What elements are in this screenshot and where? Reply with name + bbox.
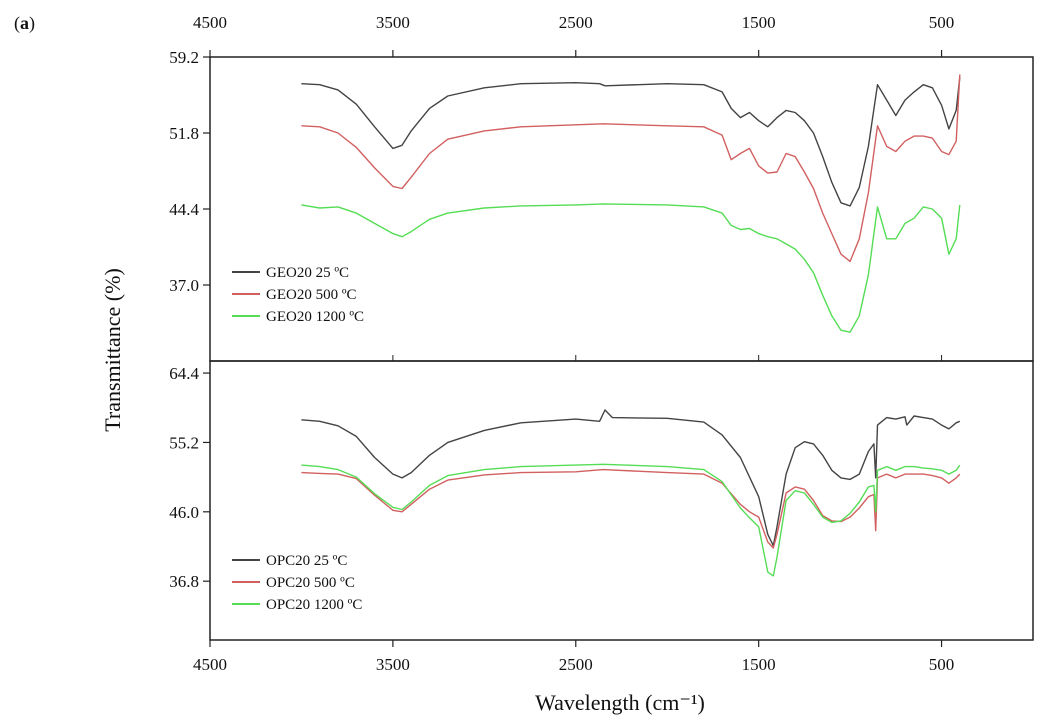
top-x-tick-label: 500 (929, 13, 955, 32)
bottom-x-tick-label: 3500 (376, 655, 410, 674)
series-line (301, 463, 961, 577)
bottom-x-tick-label: 4500 (193, 655, 227, 674)
bottom-panel-series (301, 409, 961, 577)
top-x-tick-label: 3500 (376, 13, 410, 32)
legend-label: GEO20 25 ºC (266, 265, 349, 281)
series-line (301, 74, 961, 263)
series-line (301, 468, 961, 549)
bottom-panel-frame (209, 360, 1034, 641)
series-line (301, 77, 961, 207)
y-tick-label: 44.4 (169, 200, 199, 219)
series-line (301, 203, 961, 333)
bottom-panel-legend: OPC20 25 ºC OPC20 500 ºC OPC20 1200 ºC (232, 553, 362, 613)
bottom-panel-y-axis: 64.4 55.2 46.0 36.8 (169, 364, 210, 591)
y-tick-label: 51.8 (169, 124, 199, 143)
legend-label: GEO20 500 ºC (266, 287, 356, 303)
top-x-axis: 4500 3500 2500 1500 500 (193, 13, 954, 57)
top-panel-legend: GEO20 25 ºC GEO20 500 ºC GEO20 1200 ºC (232, 265, 364, 325)
legend-label: OPC20 500 ºC (266, 575, 355, 591)
y-tick-label: 46.0 (169, 503, 199, 522)
bottom-x-axis: 4500 3500 2500 1500 500 (193, 355, 954, 674)
y-tick-label: 59.2 (169, 48, 199, 67)
top-x-tick-label: 1500 (742, 13, 776, 32)
bottom-x-tick-label: 500 (929, 655, 955, 674)
bottom-x-tick-label: 2500 (559, 655, 593, 674)
y-tick-label: 37.0 (169, 276, 199, 295)
legend-label: GEO20 1200 ºC (266, 309, 364, 325)
y-tick-label: 55.2 (169, 433, 199, 452)
legend-label: OPC20 25 ºC (266, 553, 347, 569)
y-axis-title: Transmittance (%) (100, 268, 125, 432)
y-tick-label: 36.8 (169, 572, 199, 591)
top-x-tick-label: 4500 (193, 13, 227, 32)
top-panel-series (301, 74, 961, 333)
legend-label: OPC20 1200 ºC (266, 597, 362, 613)
x-axis-title: Wavelength (cm⁻¹) (535, 690, 705, 715)
panel-label: (a) (14, 13, 35, 34)
bottom-x-tick-label: 1500 (742, 655, 776, 674)
y-tick-label: 64.4 (169, 364, 199, 383)
series-line (301, 409, 961, 547)
top-x-tick-label: 2500 (559, 13, 593, 32)
top-panel-y-axis: 59.2 51.8 44.4 37.0 (169, 48, 210, 295)
